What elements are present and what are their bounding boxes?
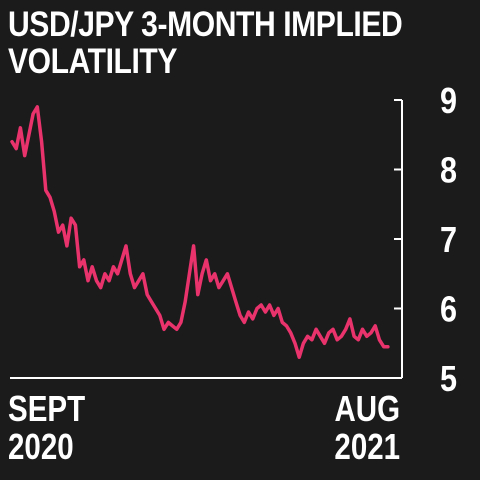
series-line: [10, 105, 390, 359]
x-tick-label-start-line-1: SEPT: [8, 388, 86, 429]
x-tick-label-start-line-2: 2020: [8, 426, 74, 467]
x-tick-label-end: AUG 2021: [334, 390, 400, 466]
y-tick-label: 9: [440, 82, 457, 122]
y-tick-label: 5: [440, 360, 457, 400]
x-tick-label-end-line-1: AUG: [334, 388, 400, 429]
chart-title-line-2: VOLATILITY: [8, 42, 178, 81]
y-tick-label: 7: [440, 221, 457, 261]
x-tick-label-end-line-2: 2021: [334, 426, 400, 467]
chart-title: USD/JPY 3-MONTH IMPLIED VOLATILITY: [8, 5, 403, 81]
x-tick-label-start: SEPT 2020: [8, 390, 85, 466]
y-tick-label: 6: [440, 290, 457, 330]
chart-title-line-1: USD/JPY 3-MONTH IMPLIED: [8, 5, 403, 44]
y-tick-label: 8: [440, 151, 457, 191]
